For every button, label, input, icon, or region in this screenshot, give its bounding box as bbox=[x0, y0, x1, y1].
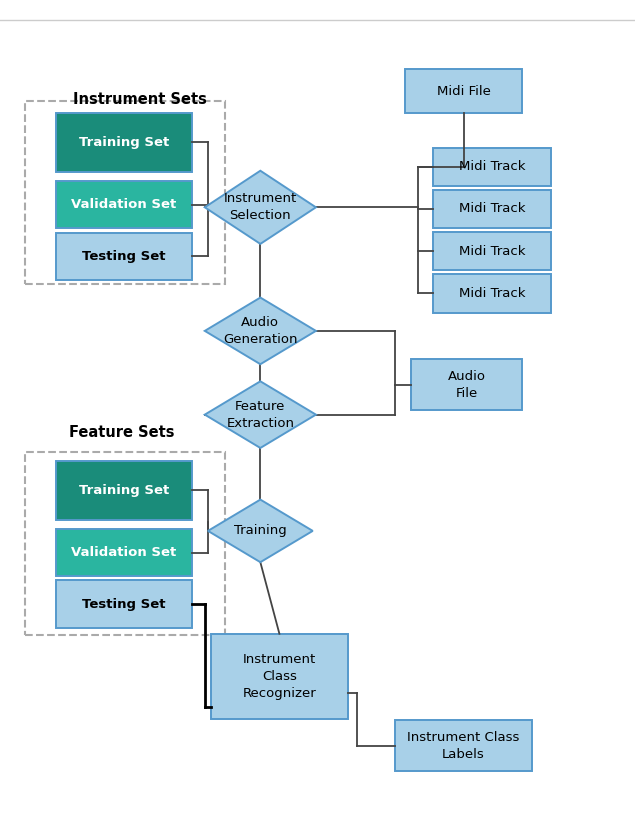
Text: Audio
Generation: Audio Generation bbox=[223, 316, 298, 346]
FancyBboxPatch shape bbox=[433, 190, 551, 228]
Polygon shape bbox=[204, 381, 316, 448]
FancyBboxPatch shape bbox=[433, 147, 551, 185]
Polygon shape bbox=[204, 298, 316, 364]
FancyBboxPatch shape bbox=[411, 359, 522, 410]
Text: Instrument
Selection: Instrument Selection bbox=[224, 193, 297, 222]
Polygon shape bbox=[208, 499, 312, 563]
FancyBboxPatch shape bbox=[56, 113, 192, 172]
FancyBboxPatch shape bbox=[56, 580, 192, 628]
FancyBboxPatch shape bbox=[56, 461, 192, 520]
Text: Midi Track: Midi Track bbox=[459, 160, 525, 173]
Text: Training Set: Training Set bbox=[79, 484, 169, 497]
FancyBboxPatch shape bbox=[405, 68, 522, 113]
FancyBboxPatch shape bbox=[211, 634, 348, 719]
Text: Feature
Extraction: Feature Extraction bbox=[226, 400, 295, 429]
FancyBboxPatch shape bbox=[395, 720, 532, 771]
Text: Instrument Class
Labels: Instrument Class Labels bbox=[408, 731, 519, 760]
FancyBboxPatch shape bbox=[56, 233, 192, 280]
Text: Midi Track: Midi Track bbox=[459, 202, 525, 215]
FancyBboxPatch shape bbox=[433, 233, 551, 271]
FancyBboxPatch shape bbox=[56, 181, 192, 228]
Text: Audio
File: Audio File bbox=[448, 370, 486, 399]
Text: Midi Track: Midi Track bbox=[459, 287, 525, 300]
Text: Training: Training bbox=[234, 524, 287, 537]
Polygon shape bbox=[204, 171, 316, 244]
Text: Training Set: Training Set bbox=[79, 136, 169, 149]
FancyBboxPatch shape bbox=[433, 274, 551, 312]
Text: Testing Set: Testing Set bbox=[82, 598, 166, 611]
Text: Instrument
Class
Recognizer: Instrument Class Recognizer bbox=[243, 653, 316, 700]
Text: Validation Set: Validation Set bbox=[71, 198, 177, 211]
Text: Midi File: Midi File bbox=[437, 85, 490, 98]
Text: Testing Set: Testing Set bbox=[82, 250, 166, 263]
FancyBboxPatch shape bbox=[56, 529, 192, 576]
Text: Midi Track: Midi Track bbox=[459, 245, 525, 258]
Text: Feature Sets: Feature Sets bbox=[69, 425, 174, 440]
Text: Validation Set: Validation Set bbox=[71, 546, 177, 559]
Text: Instrument Sets: Instrument Sets bbox=[73, 92, 207, 107]
